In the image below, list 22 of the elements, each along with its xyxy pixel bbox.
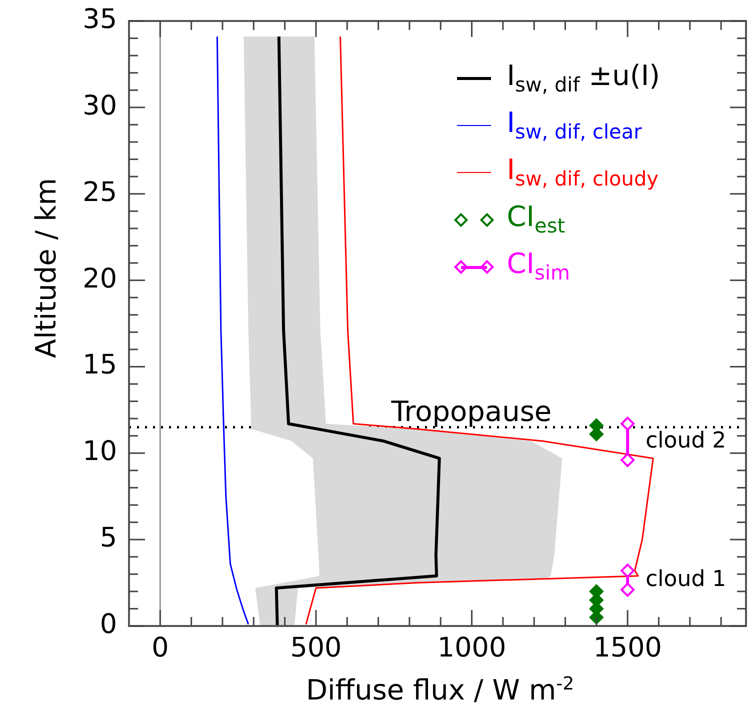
- annotation: cloud 1: [646, 566, 726, 592]
- y-tick-label: 0: [100, 609, 117, 640]
- x-axis-title: Diffuse flux / W m$^{-2}$: [306, 673, 574, 707]
- legend-label: I$_{sw, dif}$ ±u(I): [506, 59, 660, 97]
- y-tick-label: 30: [82, 90, 117, 122]
- legend-label: I$_{sw, dif, clear}$: [506, 106, 642, 144]
- y-tick-label: 5: [100, 522, 117, 554]
- y-tick-label: 35: [82, 4, 117, 36]
- annotation: cloud 2: [646, 428, 726, 454]
- y-tick-label: 25: [82, 176, 117, 208]
- y-tick-label: 15: [82, 350, 117, 381]
- x-tick-label: 1500: [593, 632, 662, 664]
- x-tick-label: 500: [290, 632, 342, 664]
- x-tick-label: 0: [152, 632, 169, 664]
- legend-label: CI$_{est}$: [506, 200, 566, 238]
- y-axis-title: Altitude / km: [30, 178, 62, 358]
- x-tick-label: 1000: [437, 632, 506, 664]
- y-tick-label: 10: [82, 436, 117, 468]
- legend-label: I$_{sw, dif, cloudy}$: [506, 153, 658, 191]
- ref-line-label: Tropopause: [390, 395, 552, 428]
- y-tick-label: 20: [82, 263, 117, 294]
- legend-label: CI$_{sim}$: [506, 247, 570, 285]
